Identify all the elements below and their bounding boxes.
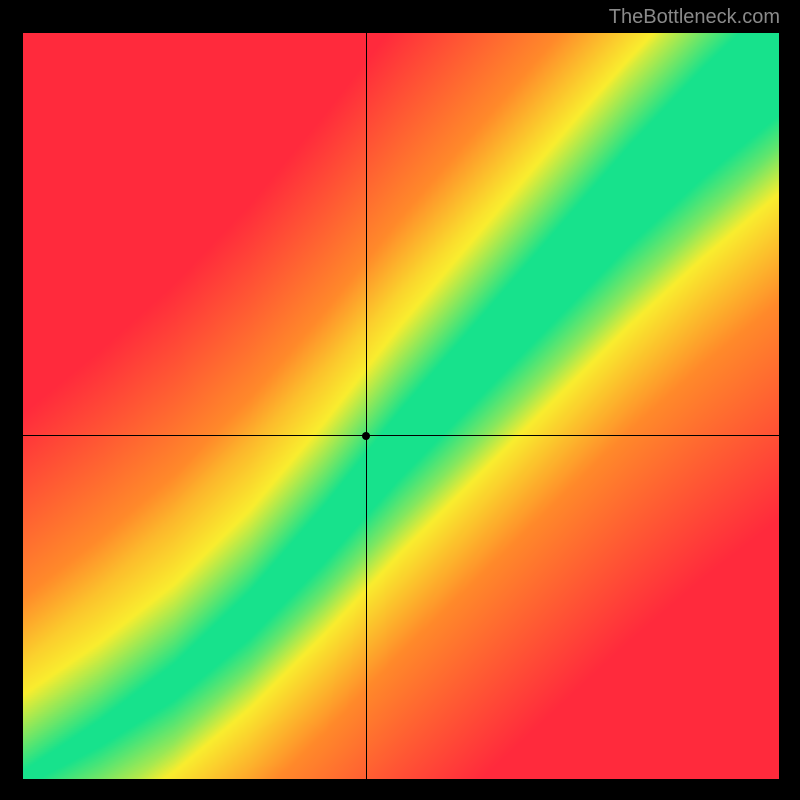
watermark-text: TheBottleneck.com <box>609 6 780 29</box>
crosshair-vertical <box>366 33 367 779</box>
chart-container: TheBottleneck.com <box>0 0 800 800</box>
crosshair-horizontal <box>23 435 779 436</box>
heatmap-canvas <box>23 33 779 779</box>
plot-area <box>23 33 779 779</box>
crosshair-marker <box>362 432 370 440</box>
